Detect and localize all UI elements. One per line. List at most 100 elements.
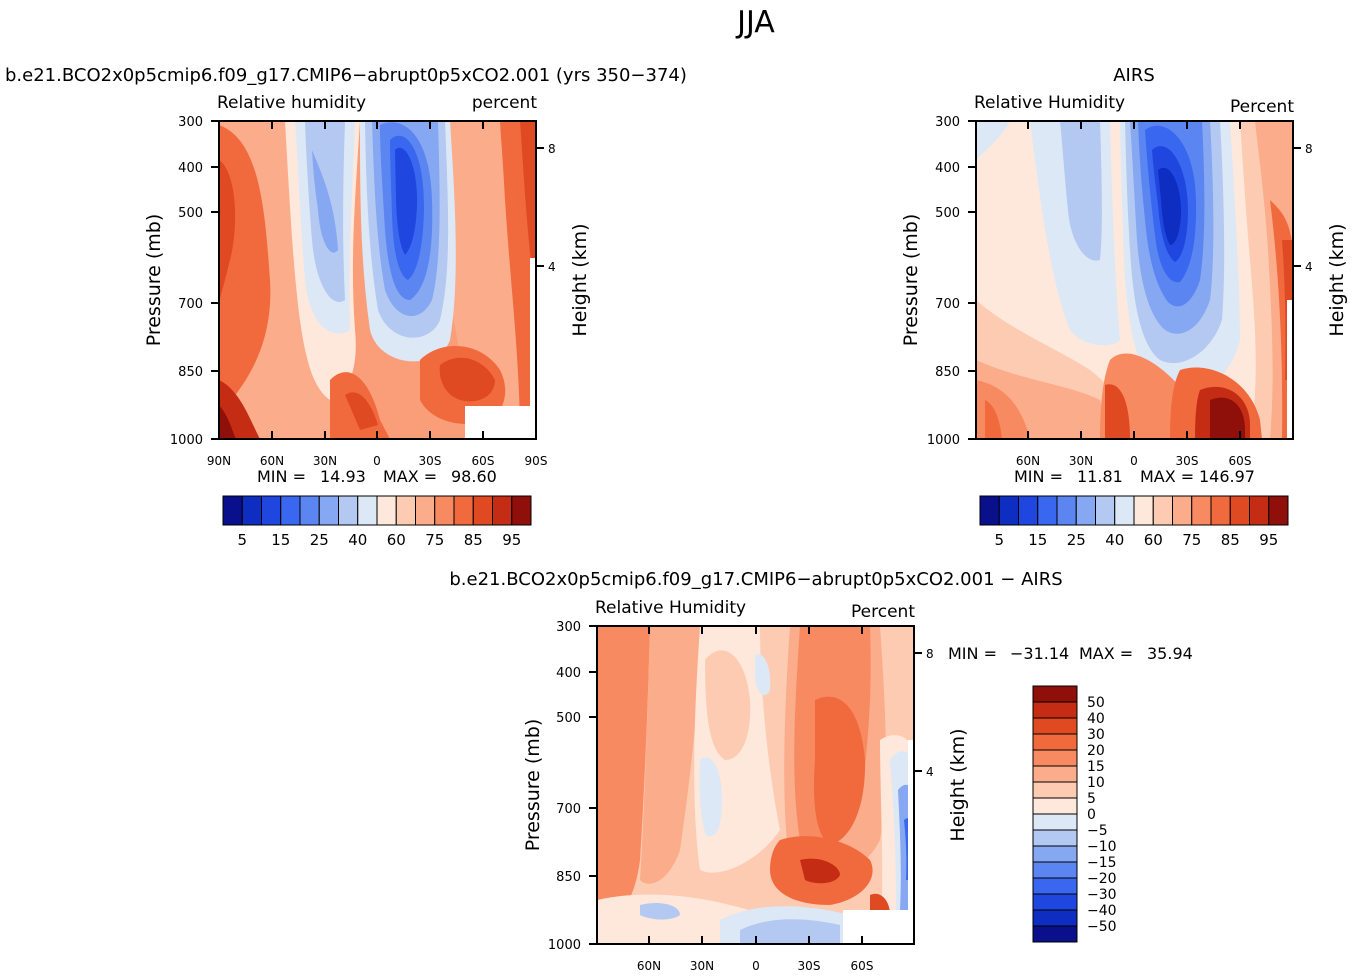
colorbar-label: 5: [1087, 791, 1096, 807]
colorbar-swatch: [1032, 685, 1078, 703]
colorbar-label: 60: [1144, 531, 1163, 549]
y-right-tick-label: 8: [926, 647, 934, 661]
panel-title: b.e21.BCO2x0p5cmip6.f09_g17.CMIP6−abrupt…: [449, 569, 1062, 590]
colorbar-label: 10: [1087, 775, 1105, 791]
x-tick-label: 60S: [472, 454, 495, 468]
colorbar-swatch: [1032, 861, 1078, 879]
colorbar-swatch: [472, 495, 493, 526]
min-label: MIN =: [1014, 467, 1063, 486]
y-tick-label: 300: [178, 115, 203, 130]
colorbar-swatch: [1056, 495, 1077, 526]
main-title: JJA: [735, 5, 775, 40]
colorbar-label: 15: [1087, 759, 1105, 775]
colorbar-swatch: [261, 495, 282, 526]
colorbar-swatch: [1133, 495, 1154, 526]
min-value: −31.14: [1010, 644, 1069, 663]
colorbar-swatch: [1114, 495, 1135, 526]
y-right-tick-label: 4: [926, 765, 934, 779]
y-tick-label: 700: [556, 802, 581, 817]
colorbar-label: −10: [1087, 839, 1117, 855]
max-label: MAX =: [383, 467, 437, 486]
y-axis-right-label: Height (km): [947, 728, 969, 841]
max-value: 146.97: [1199, 467, 1255, 486]
colorbar-label: 95: [502, 531, 521, 549]
colorbar-swatch: [1249, 495, 1270, 526]
colorbar-swatch: [453, 495, 474, 526]
min-value: 14.93: [320, 467, 366, 486]
y-tick-label: 850: [935, 365, 960, 380]
panel-subtitle-right: Percent: [851, 602, 915, 622]
y-tick-label: 700: [935, 297, 960, 312]
contour-field: [219, 121, 536, 439]
y-right-tick-label: 8: [548, 142, 556, 156]
colorbar-label: 75: [425, 531, 444, 549]
colorbar-swatch: [1032, 701, 1078, 719]
y-axis-label: Pressure (mb): [143, 214, 165, 347]
x-tick-label: 30S: [798, 959, 821, 973]
panel-model: b.e21.BCO2x0p5cmip6.f09_g17.CMIP6−abrupt…: [5, 65, 687, 549]
colorbar-swatch: [299, 495, 320, 526]
colorbar-label: 40: [348, 531, 367, 549]
colorbar-label: −50: [1087, 919, 1117, 935]
contour-field: [597, 626, 914, 944]
colorbar-label: 25: [310, 531, 329, 549]
colorbar-label: 15: [1028, 531, 1047, 549]
max-value: 98.60: [451, 467, 497, 486]
x-tick-label: 0: [752, 959, 760, 973]
colorbar-label: 75: [1182, 531, 1201, 549]
colorbar-label: 95: [1259, 531, 1278, 549]
colorbar-label: 85: [1221, 531, 1240, 549]
panel-subtitle-left: Relative Humidity: [974, 93, 1125, 113]
colorbar-label: −20: [1087, 871, 1117, 887]
max-value: 35.94: [1147, 644, 1193, 663]
colorbar-label: −40: [1087, 903, 1117, 919]
colorbar-swatch: [1018, 495, 1039, 526]
x-tick-label: 90N: [207, 454, 231, 468]
x-tick-label: 30N: [690, 959, 714, 973]
y-axis-label: Pressure (mb): [522, 719, 544, 852]
x-tick-label: 30S: [1176, 454, 1199, 468]
colorbar-label: 50: [1087, 695, 1105, 711]
colorbar-swatch: [338, 495, 359, 526]
colorbar-swatch: [1229, 495, 1250, 526]
colorbar-swatch: [1032, 717, 1078, 735]
min-value: 11.81: [1077, 467, 1123, 486]
colorbar-label: 60: [387, 531, 406, 549]
colorbar-swatch: [1037, 495, 1058, 526]
x-tick-label: 60S: [851, 959, 874, 973]
colorbar-swatch: [511, 495, 532, 526]
colorbar-swatch: [1095, 495, 1116, 526]
colorbar-label: 85: [464, 531, 483, 549]
x-tick-label: 60N: [260, 454, 284, 468]
colorbar-swatch: [1152, 495, 1173, 526]
colorbar-swatch: [280, 495, 301, 526]
y-tick-label: 850: [556, 870, 581, 885]
colorbar-label: 5: [994, 531, 1004, 549]
y-right-tick-label: 4: [548, 260, 556, 274]
colorbar-swatch: [1032, 781, 1078, 799]
colorbar-swatch: [1032, 765, 1078, 783]
min-label: MIN =: [948, 644, 997, 663]
max-label: MAX =: [1140, 467, 1194, 486]
colorbar-swatch: [222, 495, 243, 526]
y-tick-label: 500: [935, 206, 960, 221]
min-label: MIN =: [257, 467, 306, 486]
colorbar-label: 25: [1067, 531, 1086, 549]
y-tick-label: 400: [935, 161, 960, 176]
panel-title: b.e21.BCO2x0p5cmip6.f09_g17.CMIP6−abrupt…: [5, 65, 687, 86]
y-tick-label: 850: [178, 365, 203, 380]
y-tick-label: 1000: [548, 938, 581, 953]
colorbar-swatch: [318, 495, 339, 526]
colorbar-swatch: [241, 495, 262, 526]
panel-title: AIRS: [1113, 65, 1155, 86]
panel-subtitle-right: percent: [472, 93, 537, 113]
x-tick-label: 0: [373, 454, 381, 468]
colorbar-label: 0: [1087, 807, 1096, 823]
colorbar-label: 40: [1105, 531, 1124, 549]
y-tick-label: 400: [556, 666, 581, 681]
colorbar-swatch: [1210, 495, 1231, 526]
y-tick-label: 300: [556, 620, 581, 635]
panel-difference: b.e21.BCO2x0p5cmip6.f09_g17.CMIP6−abrupt…: [449, 569, 1192, 973]
